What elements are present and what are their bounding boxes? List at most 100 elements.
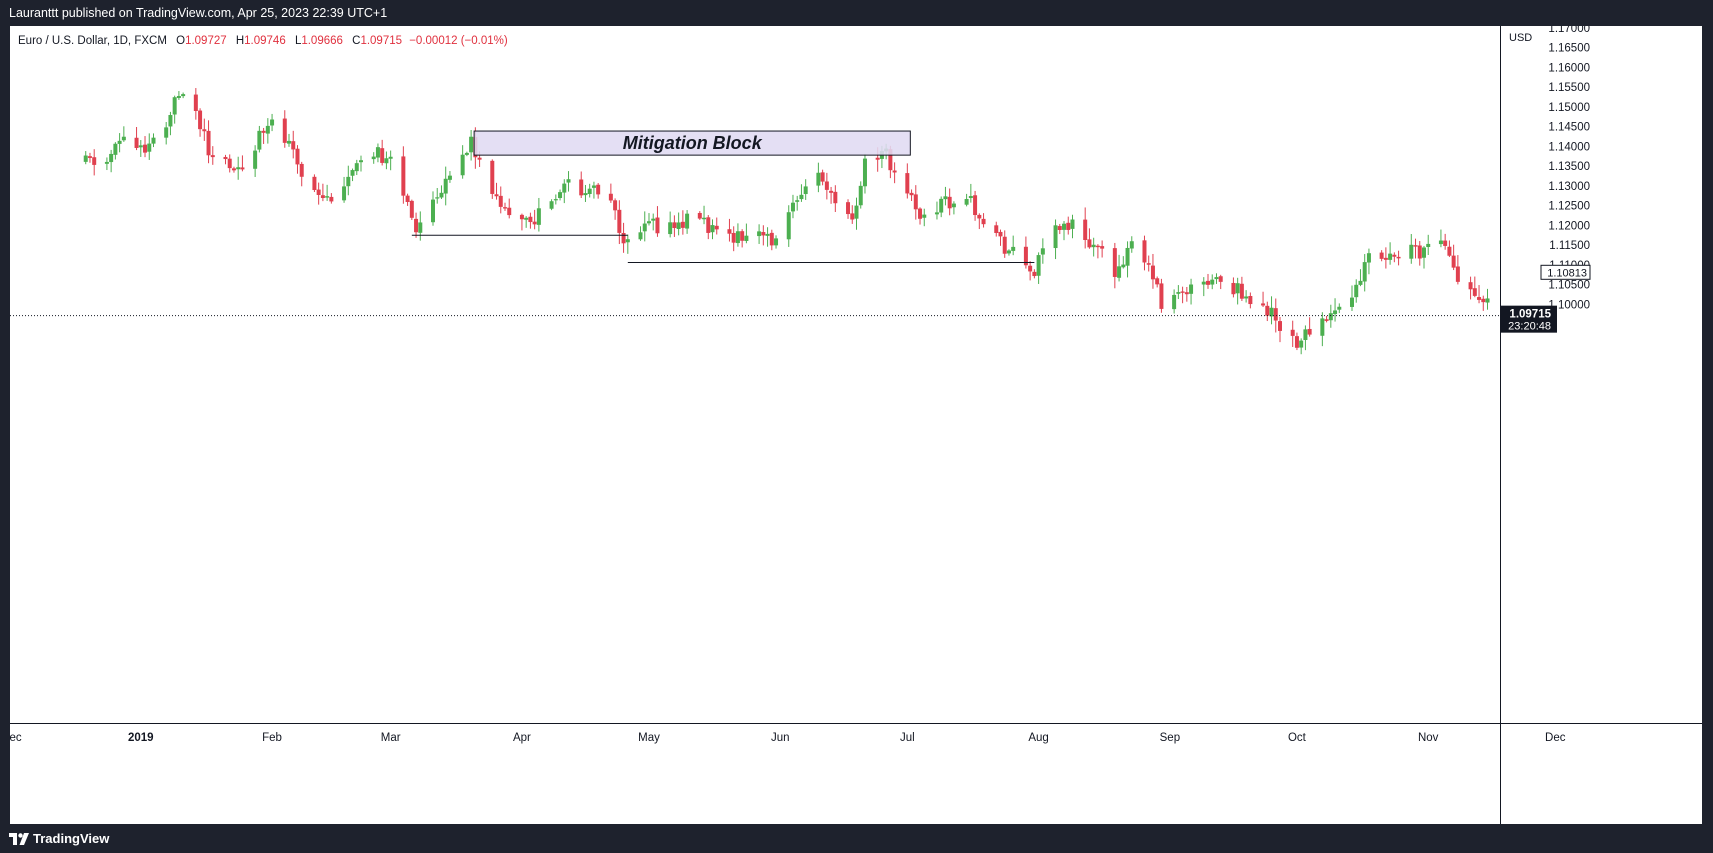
- candle-body: [1485, 298, 1490, 303]
- candle-body: [1146, 263, 1151, 265]
- candle-body: [549, 201, 554, 209]
- low-key: L: [294, 35, 302, 47]
- candle-body: [1150, 265, 1155, 280]
- candle-body: [922, 214, 927, 218]
- candle-body: [435, 197, 440, 199]
- candle-body: [1366, 253, 1371, 263]
- candle-body: [109, 153, 114, 163]
- candle-body: [1388, 253, 1393, 260]
- candle-body: [329, 196, 334, 202]
- time-tick-label: Oct: [1288, 732, 1307, 744]
- candle-body: [388, 156, 393, 159]
- candle-body: [1294, 336, 1299, 348]
- candle-body: [1447, 246, 1452, 256]
- candle-body: [646, 221, 651, 224]
- candle-body: [638, 232, 643, 240]
- price-tick-label: 1.17000: [1548, 26, 1590, 35]
- candle-body: [414, 218, 419, 233]
- candle-body: [1451, 255, 1456, 268]
- candle-body: [147, 143, 152, 152]
- close-value: 1.09715: [360, 35, 403, 47]
- time-tick-label: 2019: [128, 732, 154, 744]
- candle-body: [1443, 240, 1448, 246]
- high-key: H: [235, 35, 245, 47]
- candle-body: [1290, 329, 1295, 336]
- candle-body: [998, 231, 1003, 237]
- candle-body: [1239, 283, 1244, 299]
- time-tick-label: Jun: [771, 732, 790, 744]
- candle-body: [1214, 277, 1219, 280]
- candle-body: [1100, 246, 1105, 249]
- candle-body: [1218, 276, 1223, 282]
- candle-body: [346, 176, 351, 187]
- candle-body: [528, 216, 533, 223]
- candle-body: [858, 185, 863, 206]
- candle-body: [1379, 252, 1384, 259]
- candle-body: [680, 221, 685, 228]
- candle-body: [198, 110, 203, 130]
- publish-line: Lauranttt published on TradingView.com, …: [9, 6, 388, 20]
- candle-body: [1354, 284, 1359, 298]
- candle-body: [1468, 282, 1473, 290]
- candle-body: [566, 179, 571, 183]
- candle-body: [138, 145, 143, 148]
- candlestick-chart[interactable]: Mitigation Block USD 1.17000 1.16500 1.16000…: [10, 26, 1702, 824]
- candle-body: [1235, 283, 1240, 294]
- price-tick-label: 1.14000: [1548, 141, 1590, 153]
- candle-body: [265, 125, 270, 134]
- candle-body: [1307, 328, 1312, 335]
- candle-body: [727, 229, 732, 234]
- candle-body: [587, 188, 592, 195]
- candle-body: [1333, 310, 1338, 315]
- candle-body: [519, 214, 524, 220]
- high-value: 1.09746: [244, 35, 286, 47]
- candle-body: [913, 194, 918, 210]
- candle-body: [1477, 297, 1482, 300]
- candle-body: [134, 137, 139, 148]
- candle-body: [227, 158, 232, 169]
- brand-name[interactable]: TradingView: [33, 831, 110, 846]
- candle-body: [371, 156, 376, 160]
- candle-body: [490, 160, 495, 194]
- candle-body: [1349, 297, 1354, 307]
- candle-body: [1189, 284, 1194, 294]
- chart-frame[interactable]: Mitigation Block USD 1.17000 1.16500 1.16000…: [10, 26, 1702, 824]
- candle-body: [1299, 340, 1304, 348]
- candle-body: [1201, 281, 1206, 285]
- candle-body: [1176, 292, 1181, 294]
- candle-body: [418, 222, 423, 233]
- candle-body: [1184, 292, 1189, 295]
- candle-body: [973, 195, 978, 216]
- candle-body: [591, 185, 596, 188]
- candle-body: [1032, 271, 1037, 277]
- candle-body: [875, 157, 880, 160]
- candle-body: [1426, 243, 1431, 247]
- candle-body: [270, 119, 275, 126]
- footer-bar: TradingView: [0, 824, 1713, 853]
- candle-body: [820, 172, 825, 182]
- candle-body: [1417, 245, 1422, 259]
- candle-body: [702, 217, 707, 220]
- candle-body: [104, 161, 109, 164]
- price-tick-label: 1.16000: [1548, 62, 1590, 74]
- time-tick-label: Mar: [381, 732, 401, 744]
- time-tick-label: Dec: [1545, 732, 1566, 744]
- tradingview-logo-icon[interactable]: [9, 833, 29, 845]
- candle-body: [431, 199, 435, 223]
- candle-body: [1324, 319, 1329, 321]
- candle-body: [579, 179, 584, 196]
- price-tick-label: 1.16500: [1548, 43, 1590, 55]
- candle-body: [92, 157, 97, 165]
- candle-body: [710, 225, 715, 233]
- symbol-name[interactable]: Euro / U.S. Dollar, 1D, FXCM: [18, 35, 167, 47]
- candle-body: [735, 231, 740, 244]
- candle-body: [1455, 266, 1460, 282]
- price-tick-label: 1.15000: [1548, 102, 1590, 114]
- last-price-badge: [1501, 305, 1557, 333]
- candle-body: [1006, 250, 1011, 254]
- price-tick-label: 1.10500: [1548, 280, 1590, 292]
- candle-body: [1125, 247, 1130, 266]
- candle-body: [905, 173, 910, 194]
- candle-body: [1210, 279, 1215, 285]
- candle-body: [1206, 280, 1211, 285]
